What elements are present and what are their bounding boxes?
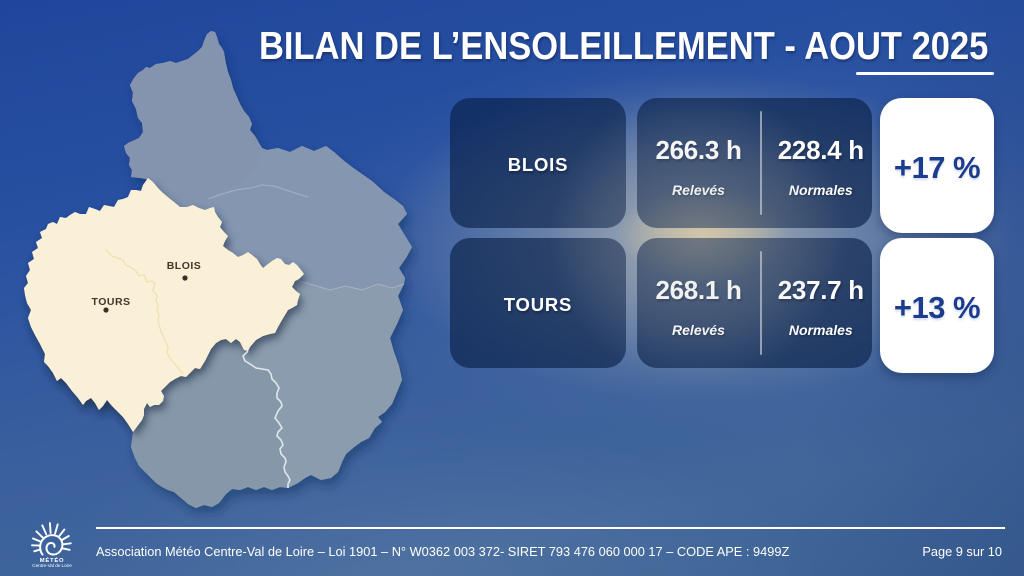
svg-text:MÉTÉO: MÉTÉO [40,556,65,564]
svg-text:TOURS: TOURS [91,296,130,308]
svg-text:Centre-Val de Loire: Centre-Val de Loire [32,563,72,568]
svg-text:BLOIS: BLOIS [167,260,202,272]
